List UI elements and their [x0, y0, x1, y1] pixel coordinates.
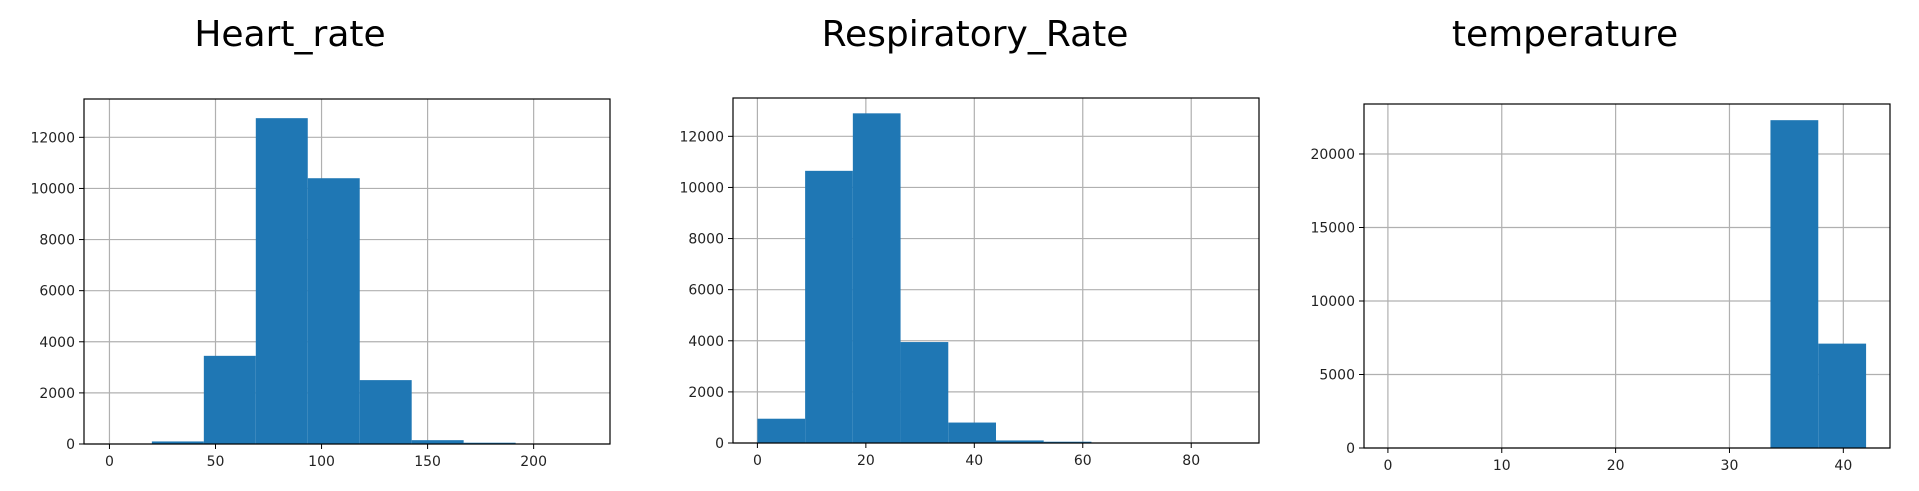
histogram-bar [255, 118, 308, 445]
x-tick-label: 50 [207, 454, 225, 470]
histogram-bar [307, 178, 360, 444]
respiratory-rate-panel: Respiratory_Rate 0 20 40 60 80 0 2000 4000 6000 8… [650, 0, 1300, 491]
histogram-bar [1818, 343, 1867, 448]
histogram-bar [359, 380, 412, 444]
respiratory-rate-histogram: 0 20 40 60 80 0 2000 4000 6000 8000 10000 12000 [679, 97, 1260, 469]
y-tick-label: 4000 [688, 334, 724, 350]
x-tick-label: 80 [1182, 453, 1200, 469]
axes-frame [732, 97, 1260, 444]
y-tick-label: 0 [715, 436, 724, 452]
x-tick-label: 0 [105, 454, 114, 470]
y-tick-label: 2000 [688, 385, 724, 401]
y-tick-label: 20000 [1310, 147, 1355, 163]
x-tick-label: 20 [857, 453, 875, 469]
y-tick-label: 12000 [679, 129, 724, 145]
y-tick-label: 5000 [1319, 367, 1355, 383]
y-tick-label: 2000 [39, 386, 75, 402]
histogram-bar [1770, 120, 1819, 449]
heart-rate-panel: Heart_rate 0 50 100 150 200 0 2000 4000 6000 8000… [0, 0, 611, 491]
respiratory-rate-title: Respiratory_Rate [821, 14, 1129, 55]
y-tick-label: 15000 [1310, 220, 1355, 236]
histogram-bar [203, 355, 256, 444]
y-tick-label: 6000 [39, 284, 75, 300]
axes-frame [1363, 103, 1891, 449]
histogram-bar [411, 440, 464, 444]
temperature-histogram: 0 10 20 30 40 0 5000 10000 15000 20000 [1310, 103, 1891, 474]
y-tick-label: 0 [66, 437, 75, 453]
y-tick-label: 8000 [688, 232, 724, 248]
y-tick-label: 8000 [39, 233, 75, 249]
x-tick-label: 0 [753, 453, 762, 469]
x-tick-label: 40 [965, 453, 983, 469]
heart-rate-title: Heart_rate [194, 14, 386, 55]
x-tick-label: 10 [1493, 458, 1511, 474]
histogram-bar [852, 113, 901, 443]
x-tick-label: 200 [520, 454, 547, 470]
histogram-bar [996, 440, 1044, 443]
histogram-bar [757, 418, 806, 443]
x-tick-label: 40 [1834, 458, 1852, 474]
histogram-bar [1043, 441, 1092, 443]
y-tick-label: 10000 [679, 180, 724, 196]
histogram-bar [151, 441, 204, 444]
y-tick-label: 6000 [688, 283, 724, 299]
temperature-panel: temperature 0 10 20 30 40 0 5000 10000 15000 2000… [1310, 0, 1910, 491]
y-tick-label: 12000 [30, 130, 75, 146]
x-tick-label: 20 [1607, 458, 1625, 474]
y-tick-label: 0 [1346, 441, 1355, 457]
y-tick-label: 10000 [1310, 294, 1355, 310]
x-tick-label: 60 [1074, 453, 1092, 469]
histogram-bar [463, 442, 516, 444]
histogram-bar [948, 422, 996, 443]
x-tick-label: 100 [308, 454, 335, 470]
axes-frame [83, 98, 611, 445]
temperature-title: temperature [1451, 14, 1679, 55]
y-tick-label: 10000 [30, 181, 75, 197]
x-tick-label: 150 [414, 454, 441, 470]
histogram-bar [900, 342, 949, 443]
y-tick-label: 4000 [39, 335, 75, 351]
histogram-bar [805, 170, 853, 444]
x-tick-label: 30 [1721, 458, 1739, 474]
x-tick-label: 0 [1383, 458, 1392, 474]
